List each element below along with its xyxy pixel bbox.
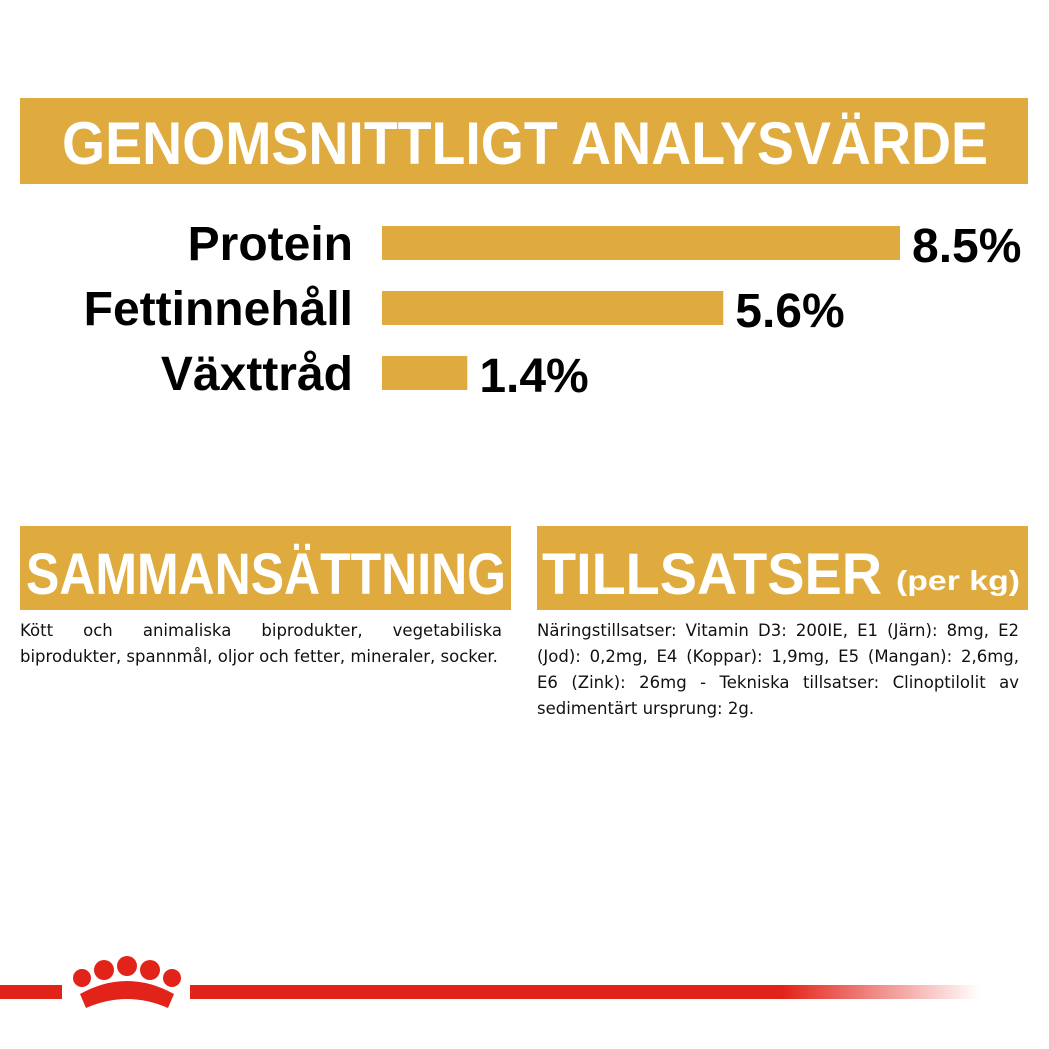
bar (382, 226, 900, 260)
value-label: 8.5% (912, 220, 1021, 273)
value-label: 1.4% (479, 350, 588, 403)
section-title: SAMMANSÄTTNING (26, 542, 506, 607)
chart-title: GENOMSNITTLIGT ANALYSVÄRDE (62, 110, 988, 177)
bar (382, 291, 724, 325)
section-title-suffix: (per kg) (896, 565, 1020, 596)
footer-line (190, 985, 980, 999)
title-banner (20, 98, 1028, 184)
category-label: Protein (188, 218, 353, 271)
additives-text: Näringstillsatser: Vitamin D3: 200IE, E1… (537, 621, 1019, 718)
logo (73, 956, 181, 1008)
section-banner (537, 526, 1028, 610)
value-label: 5.6% (735, 285, 844, 338)
category-label: Växttråd (161, 348, 353, 401)
composition-text: Kött och animaliska biprodukter, vegetab… (20, 621, 502, 666)
section-banner (20, 526, 511, 610)
section-title: TILLSATSER (542, 542, 882, 607)
category-label: Fettinnehåll (84, 283, 353, 336)
footer-line (0, 985, 62, 999)
bar (382, 356, 468, 390)
